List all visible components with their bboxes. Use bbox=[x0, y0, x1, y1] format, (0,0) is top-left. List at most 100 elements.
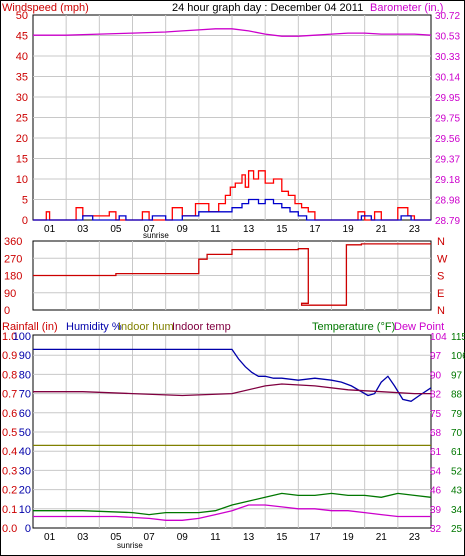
wind-y-tick: 50 bbox=[16, 10, 28, 22]
direction-degree-tick: 270 bbox=[4, 253, 22, 265]
wind-y-tick: 10 bbox=[16, 174, 28, 186]
wind-y-tick: 45 bbox=[16, 31, 28, 43]
direction-compass-tick: N bbox=[437, 305, 445, 317]
wind-y-tick: 30 bbox=[16, 92, 28, 104]
indoor-hum-title: Indoor hum bbox=[118, 321, 174, 333]
rainfall-y-tick-labels: 0.0 0.1 0.2 0.3 0.4 0.5 0.6 0.7 0.8 0.9 1.0 bbox=[2, 331, 17, 535]
rainfall-y-tick: 0.6 bbox=[2, 408, 17, 420]
temperature-y-tick: 75 bbox=[430, 409, 442, 420]
baro-y-tick: 30.72 bbox=[435, 11, 460, 22]
direction-degree-tick: 0 bbox=[4, 305, 10, 317]
panel-wind-gridlines bbox=[33, 15, 431, 220]
dewpoint-y-tick: 61 bbox=[451, 447, 463, 458]
wind-y-tick: 5 bbox=[22, 195, 28, 207]
humidity-y-tick: 70 bbox=[19, 389, 31, 401]
panel-wind-series bbox=[33, 28, 432, 221]
wind-y-tick: 40 bbox=[16, 51, 28, 63]
humidity-y-tick: 100 bbox=[13, 331, 31, 343]
humidity-y-tick: 40 bbox=[19, 446, 31, 458]
humidity-y-tick: 90 bbox=[19, 350, 31, 362]
x-tick-label: 13 bbox=[243, 532, 255, 543]
temperature-y-tick: 90 bbox=[430, 370, 442, 381]
x-tick-label: 09 bbox=[177, 532, 189, 543]
humidity-y-tick: 20 bbox=[19, 485, 31, 497]
panel-direction-series bbox=[33, 243, 431, 306]
rainfall-y-tick: 0.1 bbox=[2, 504, 17, 516]
x-tick-label: 03 bbox=[77, 532, 89, 543]
temperature-y-tick-labels: 32 39 46 54 61 68 75 82 90 97 104 bbox=[430, 332, 447, 535]
baro-y-tick: 29.18 bbox=[435, 175, 460, 186]
rainfall-y-tick: 0.5 bbox=[2, 427, 17, 439]
dewpoint-y-tick: 79 bbox=[451, 409, 463, 420]
dewpoint-y-tick: 115 bbox=[451, 332, 465, 343]
x-tick-label: 17 bbox=[309, 224, 321, 235]
dewpoint-y-tick: 43 bbox=[451, 486, 463, 497]
x-tick-label: 23 bbox=[409, 532, 421, 543]
direction-compass-tick: S bbox=[437, 271, 444, 283]
x-tick-label: 01 bbox=[44, 224, 56, 235]
sunrise-marker-top: sunrise bbox=[143, 231, 169, 240]
x-tick-label: 07 bbox=[144, 224, 156, 235]
baro-y-tick-labels: 28.79 28.98 29.18 29.37 29.56 29.75 29.95 30.14… bbox=[435, 11, 460, 227]
series-avg-wind bbox=[33, 198, 431, 221]
series-dew-point bbox=[33, 504, 431, 521]
x-tick-label: 17 bbox=[309, 532, 321, 543]
dewpoint-y-tick-labels: 25 34 43 52 61 70 79 88 97 106 115 bbox=[451, 332, 465, 535]
baro-y-tick: 30.33 bbox=[435, 52, 460, 63]
temperature-y-tick: 68 bbox=[430, 428, 442, 439]
dewpoint-y-tick: 106 bbox=[451, 351, 465, 362]
baro-y-tick: 29.75 bbox=[435, 114, 460, 125]
direction-degree-tick: 180 bbox=[4, 271, 22, 283]
direction-compass-tick: E bbox=[437, 288, 444, 300]
temperature-y-tick: 39 bbox=[430, 505, 442, 516]
x-tick-label: 01 bbox=[44, 532, 56, 543]
x-tick-label: 05 bbox=[110, 532, 122, 543]
rainfall-y-tick: 0.8 bbox=[2, 369, 17, 381]
rainfall-y-tick: 0.9 bbox=[2, 350, 17, 362]
dewpoint-axis-title: Dew Point bbox=[394, 321, 444, 333]
panel-wind-x-tick-labels: 01 03 05 07 09 11 13 15 17 19 21 23 bbox=[44, 224, 420, 235]
temperature-y-tick: 54 bbox=[430, 466, 442, 477]
x-tick-label: 19 bbox=[343, 224, 355, 235]
series-gust bbox=[33, 170, 431, 221]
dewpoint-y-tick: 34 bbox=[451, 505, 463, 516]
direction-compass-tick: N bbox=[437, 236, 445, 248]
humidity-y-tick: 80 bbox=[19, 369, 31, 381]
direction-degree-tick: 90 bbox=[4, 288, 16, 300]
x-tick-label: 23 bbox=[409, 224, 421, 235]
humidity-y-tick: 50 bbox=[19, 427, 31, 439]
wind-y-tick: 35 bbox=[16, 72, 28, 84]
temperature-y-tick: 32 bbox=[430, 524, 442, 535]
rainfall-y-tick: 0.3 bbox=[2, 465, 17, 477]
dewpoint-y-tick: 52 bbox=[451, 466, 463, 477]
series-barometer bbox=[33, 28, 432, 37]
humidity-y-tick-labels: 0 10 20 30 40 50 60 70 80 90 100 bbox=[13, 331, 31, 535]
rainfall-y-tick: 1.0 bbox=[2, 331, 17, 343]
baro-y-tick: 29.95 bbox=[435, 93, 460, 104]
direction-degree-tick: 360 bbox=[4, 236, 22, 248]
graph-title: 24 hour graph day : December 04 2011 bbox=[172, 2, 363, 14]
wind-y-tick: 20 bbox=[16, 133, 28, 145]
direction-degree-labels: 0 90 180 270 360 bbox=[4, 236, 22, 317]
panel-humidity-series bbox=[33, 348, 432, 521]
direction-compass-tick: W bbox=[437, 253, 448, 265]
indoor-temp-title: Indoor temp bbox=[172, 321, 231, 333]
sunrise-marker-bottom: sunrise bbox=[117, 541, 143, 550]
wind-y-tick: 25 bbox=[16, 113, 28, 125]
temperature-y-tick: 61 bbox=[430, 447, 442, 458]
temperature-y-tick: 104 bbox=[430, 332, 447, 343]
wind-y-tick-labels: 0 5 10 15 20 25 30 35 40 45 50 bbox=[16, 10, 28, 227]
humidity-y-tick: 30 bbox=[19, 465, 31, 477]
x-tick-label: 21 bbox=[376, 532, 388, 543]
x-tick-label: 13 bbox=[243, 224, 255, 235]
series-humidity- bbox=[33, 348, 432, 402]
dewpoint-y-tick: 97 bbox=[451, 370, 463, 381]
rainfall-y-tick: 0.4 bbox=[2, 446, 17, 458]
baro-axis-title: Barometer (in.) bbox=[370, 2, 443, 14]
humidity-y-tick: 0 bbox=[25, 523, 31, 535]
rainfall-y-tick: 0.0 bbox=[2, 523, 17, 535]
dewpoint-y-tick: 88 bbox=[451, 390, 463, 401]
x-tick-label: 15 bbox=[276, 224, 288, 235]
panel-humidity-x-tick-labels: 01 03 05 07 09 11 13 15 17 19 21 23 bbox=[44, 532, 420, 543]
